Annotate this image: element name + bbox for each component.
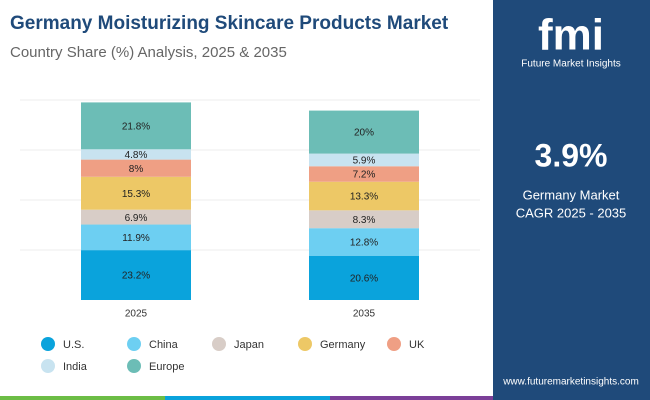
- bar-segment: [309, 181, 419, 211]
- bar-segment: [81, 209, 191, 225]
- stripe: [0, 396, 165, 400]
- cagr-value: 3.9%: [535, 137, 608, 173]
- data-label: 13.3%: [350, 192, 378, 203]
- data-label: 5.9%: [353, 156, 376, 167]
- logo: fmi: [538, 11, 604, 60]
- bar-segment: [81, 102, 191, 150]
- legend-label: U.S.: [63, 339, 84, 351]
- data-label: 12.8%: [350, 238, 378, 249]
- legend-label: Japan: [234, 339, 264, 351]
- bar-segment: [309, 166, 419, 182]
- cagr-label: Germany Market: [523, 187, 620, 202]
- brand: Future Market Insights: [521, 59, 620, 70]
- legend-label: China: [149, 339, 179, 351]
- bar-segment: [309, 228, 419, 256]
- legend-label: Germany: [320, 339, 366, 351]
- data-label: 8%: [129, 164, 144, 175]
- legend-swatch: [298, 337, 312, 351]
- data-label: 15.3%: [122, 189, 150, 200]
- chart-subtitle: Country Share (%) Analysis, 2025 & 2035: [10, 44, 287, 61]
- bar-segment: [309, 210, 419, 229]
- data-label: 11.9%: [122, 233, 150, 244]
- bar-segment: [309, 255, 419, 300]
- x-tick-label: 2025: [125, 309, 148, 320]
- legend-swatch: [41, 359, 55, 373]
- legend-swatch: [127, 337, 141, 351]
- data-label: 6.9%: [125, 213, 148, 224]
- data-label: 8.3%: [353, 215, 376, 226]
- legend-label: UK: [409, 339, 425, 351]
- bar-segment: [309, 153, 419, 167]
- stripe: [330, 396, 493, 400]
- bar-segment: [81, 224, 191, 251]
- cagr-label: CAGR 2025 - 2035: [516, 205, 627, 220]
- data-label: 20.6%: [350, 273, 378, 284]
- legend-swatch: [127, 359, 141, 373]
- legend-swatch: [387, 337, 401, 351]
- data-label: 4.8%: [125, 150, 148, 161]
- bar-segment: [81, 149, 191, 160]
- data-label: 7.2%: [353, 170, 376, 181]
- bar-segment: [81, 176, 191, 210]
- legend-label: Europe: [149, 361, 184, 373]
- bar-segment: [81, 159, 191, 177]
- x-tick-label: 2035: [353, 309, 376, 320]
- legend-swatch: [41, 337, 55, 351]
- stripe: [165, 396, 330, 400]
- bar-segment: [309, 110, 419, 154]
- legend-label: India: [63, 361, 88, 373]
- data-label: 23.2%: [122, 271, 150, 282]
- bar-segment: [81, 250, 191, 300]
- chart-title: Germany Moisturizing Skincare Products M…: [10, 13, 449, 34]
- data-label: 21.8%: [122, 121, 150, 132]
- url: www.futuremarketinsights.com: [502, 377, 639, 388]
- sidebar: [493, 0, 650, 400]
- data-label: 20%: [354, 128, 374, 139]
- legend-swatch: [212, 337, 226, 351]
